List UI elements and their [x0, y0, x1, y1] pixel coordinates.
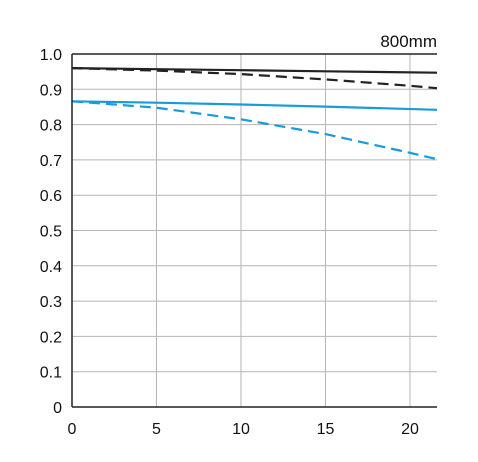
y-tick-label: 1.0 [40, 47, 62, 64]
series-line-3 [71, 100, 438, 111]
series-line-4 [71, 100, 438, 161]
series-line-2 [71, 67, 438, 90]
y-tick-label: 0.4 [40, 259, 62, 276]
y-tick-label: 0.9 [40, 82, 62, 99]
chart-title: 800mm [380, 32, 437, 51]
y-tick-label: 0.7 [40, 153, 62, 170]
x-tick-label: 0 [68, 421, 77, 438]
x-tick-label: 20 [401, 421, 419, 438]
y-tick-label: 0.2 [40, 329, 62, 346]
y-tick-label: 0 [53, 400, 62, 417]
y-tick-label: 0.1 [40, 365, 62, 382]
axis-frame [71, 53, 437, 408]
x-tick-label: 10 [232, 421, 250, 438]
series-layer [71, 67, 438, 161]
y-tick-label: 0.6 [40, 188, 62, 205]
x-tick-label: 15 [317, 421, 335, 438]
y-tick-label: 0.3 [40, 294, 62, 311]
grid [72, 54, 437, 407]
y-tick-label: 0.5 [40, 224, 62, 241]
tick-labels: 0 0.1 0.2 0.3 0.4 0.5 0.6 0.7 0.8 0.9 1.0 0 5 10 15 20 [40, 47, 419, 438]
y-tick-label: 0.8 [40, 118, 62, 135]
x-tick-label: 5 [152, 421, 161, 438]
